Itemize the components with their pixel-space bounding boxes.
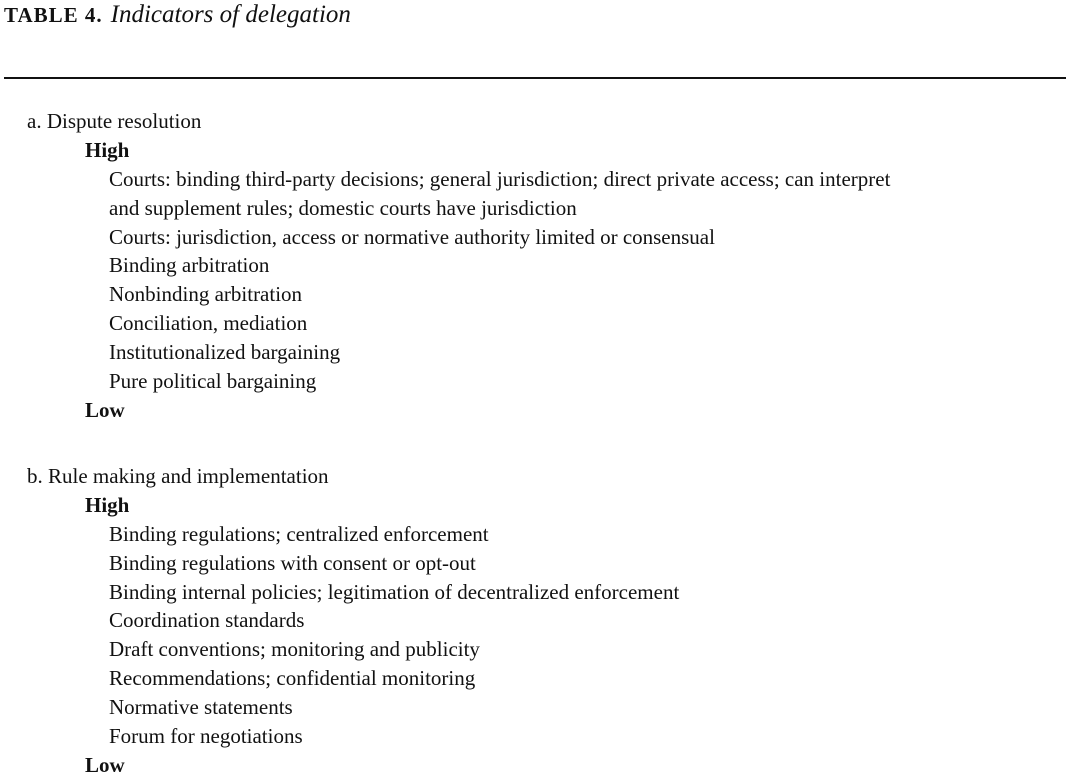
section-heading: a. Dispute resolution <box>27 109 202 133</box>
list-item: Institutionalized bargaining <box>109 340 341 365</box>
list-item: and supplement rules; domestic courts ha… <box>109 195 577 220</box>
list-item: Binding arbitration <box>109 253 270 278</box>
list-item: Courts: binding third-party decisions; g… <box>109 166 891 191</box>
list-item: Conciliation, mediation <box>109 311 308 336</box>
high-label: High <box>85 137 130 162</box>
low-label: Low <box>85 752 125 777</box>
list-item: Coordination standards <box>109 608 305 633</box>
table-title: TABLE 4. Indicators of delegation <box>4 0 351 30</box>
list-item: Nonbinding arbitration <box>109 282 303 307</box>
list-item: Forum for negotiations <box>109 724 303 749</box>
header-rule <box>4 77 1066 79</box>
list-item: Courts: jurisdiction, access or normativ… <box>109 224 715 249</box>
list-item: Recommendations; confidential monitoring <box>109 666 476 691</box>
list-item: Pure political bargaining <box>109 369 317 394</box>
list-item: Normative statements <box>109 695 293 720</box>
section-heading: b. Rule making and implementation <box>27 464 329 488</box>
list-item: Binding internal policies; legitimation … <box>109 579 680 604</box>
section-rule-making: b. Rule making and implementation High B… <box>27 462 679 780</box>
table-caption: Indicators of delegation <box>110 1 351 28</box>
high-label: High <box>85 492 130 517</box>
section-dispute-resolution: a. Dispute resolution High Courts: bindi… <box>27 107 890 425</box>
low-label: Low <box>85 397 125 422</box>
list-item: Draft conventions; monitoring and public… <box>109 637 480 662</box>
list-item: Binding regulations; centralized enforce… <box>109 521 489 546</box>
table-label: TABLE 4. <box>4 3 103 27</box>
list-item: Binding regulations with consent or opt-… <box>109 550 476 575</box>
